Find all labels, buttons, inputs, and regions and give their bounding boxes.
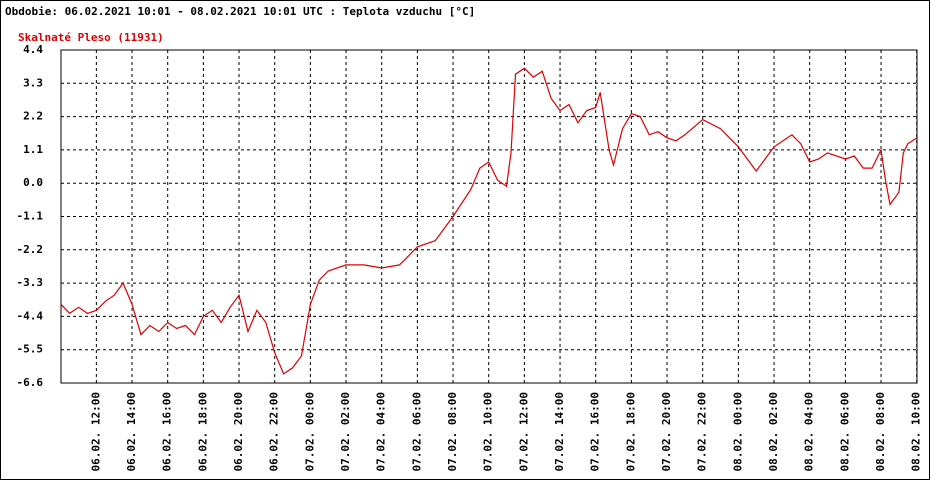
x-tick-label: 06.02. 14:00 xyxy=(125,392,138,471)
y-tick-label: 3.3 xyxy=(23,76,43,89)
x-tick-label: 07.02. 18:00 xyxy=(624,392,637,471)
y-tick-label: -6.6 xyxy=(17,376,44,389)
x-tick-label: 06.02. 22:00 xyxy=(268,392,281,471)
x-tick-label: 07.02. 14:00 xyxy=(553,392,566,471)
x-tick-label: 07.02. 06:00 xyxy=(410,392,423,471)
legend-entry: Skalnaté Pleso (11931) xyxy=(18,31,164,44)
x-tick-label: 07.02. 10:00 xyxy=(482,392,495,471)
x-tick-label: 07.02. 20:00 xyxy=(660,392,673,471)
x-tick-label: 07.02. 22:00 xyxy=(696,392,709,471)
x-tick-label: 07.02. 08:00 xyxy=(446,392,459,471)
plot-border xyxy=(60,49,918,384)
x-tick-label: 06.02. 16:00 xyxy=(161,392,174,471)
y-tick-label: 4.4 xyxy=(23,43,43,56)
line xyxy=(60,67,918,375)
y-tick-label: 0.0 xyxy=(23,176,43,189)
x-tick-label: 08.02. 00:00 xyxy=(731,392,744,471)
chart-title: Obdobie: 06.02.2021 10:01 - 08.02.2021 1… xyxy=(5,5,475,18)
y-tick-label: 2.2 xyxy=(23,110,43,123)
y-tick-label: 1.1 xyxy=(23,143,43,156)
x-tick-label: 07.02. 12:00 xyxy=(517,392,530,471)
y-tick-label: -3.3 xyxy=(17,276,44,289)
y-tick-label: -2.2 xyxy=(17,243,44,256)
x-tick-label: 07.02. 02:00 xyxy=(339,392,352,471)
y-tick-label: -4.4 xyxy=(17,309,44,322)
x-tick-label: 08.02. 08:00 xyxy=(874,392,887,471)
x-tick-label: 06.02. 20:00 xyxy=(232,392,245,471)
x-tick-label: 08.02. 02:00 xyxy=(767,392,780,471)
x-tick-label: 06.02. 18:00 xyxy=(196,392,209,471)
x-tick-label: 08.02. 06:00 xyxy=(838,392,851,471)
y-tick-label: -5.5 xyxy=(17,343,44,356)
x-tick-label: 07.02. 04:00 xyxy=(375,392,388,471)
y-tick-label: -1.1 xyxy=(17,210,44,223)
x-tick-label: 08.02. 04:00 xyxy=(803,392,816,471)
x-tick-label: 06.02. 12:00 xyxy=(89,392,102,471)
x-tick-label: 08.02. 10:00 xyxy=(910,392,923,471)
x-tick-label: 07.02. 16:00 xyxy=(589,392,602,471)
x-tick-label: 07.02. 00:00 xyxy=(303,392,316,471)
